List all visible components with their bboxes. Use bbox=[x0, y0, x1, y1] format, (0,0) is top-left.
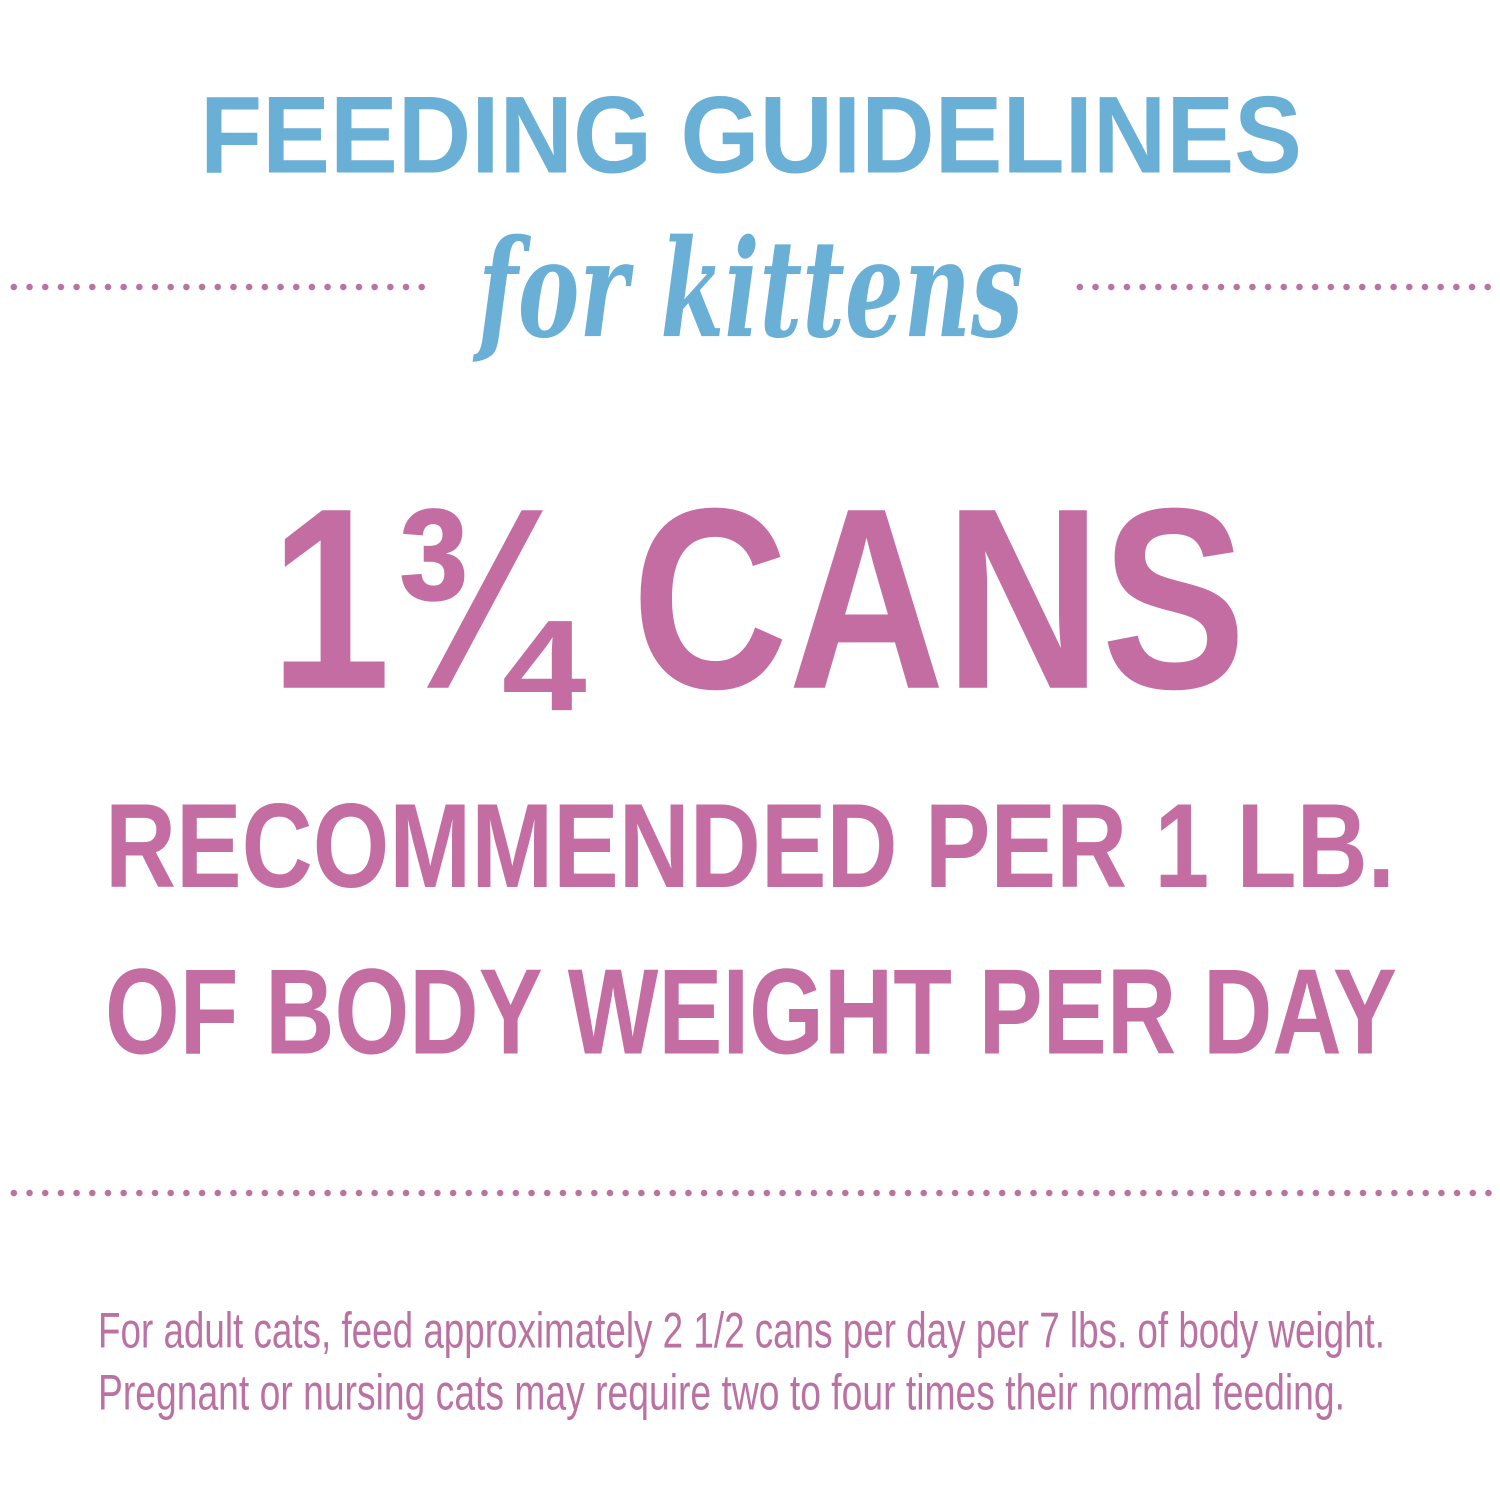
page-subtitle: for kittens bbox=[478, 209, 1023, 369]
amount-headline: 1¾ CANS bbox=[270, 454, 1246, 744]
footer-note-2: Pregnant or nursing cats may require two… bbox=[98, 1363, 1345, 1421]
footer-note-1: For adult cats, feed approximately 2 1/2… bbox=[98, 1301, 1385, 1359]
recommendation-line-2: OF BODY WEIGHT PER DAY bbox=[105, 944, 1397, 1080]
divider-dots-right bbox=[1072, 283, 1498, 291]
divider-dots-left bbox=[6, 283, 430, 291]
page-title: FEEDING GUIDELINES bbox=[200, 72, 1302, 197]
recommendation-line-1: RECOMMENDED PER 1 LB. bbox=[105, 779, 1395, 913]
divider-dots-bottom bbox=[6, 1189, 1498, 1197]
